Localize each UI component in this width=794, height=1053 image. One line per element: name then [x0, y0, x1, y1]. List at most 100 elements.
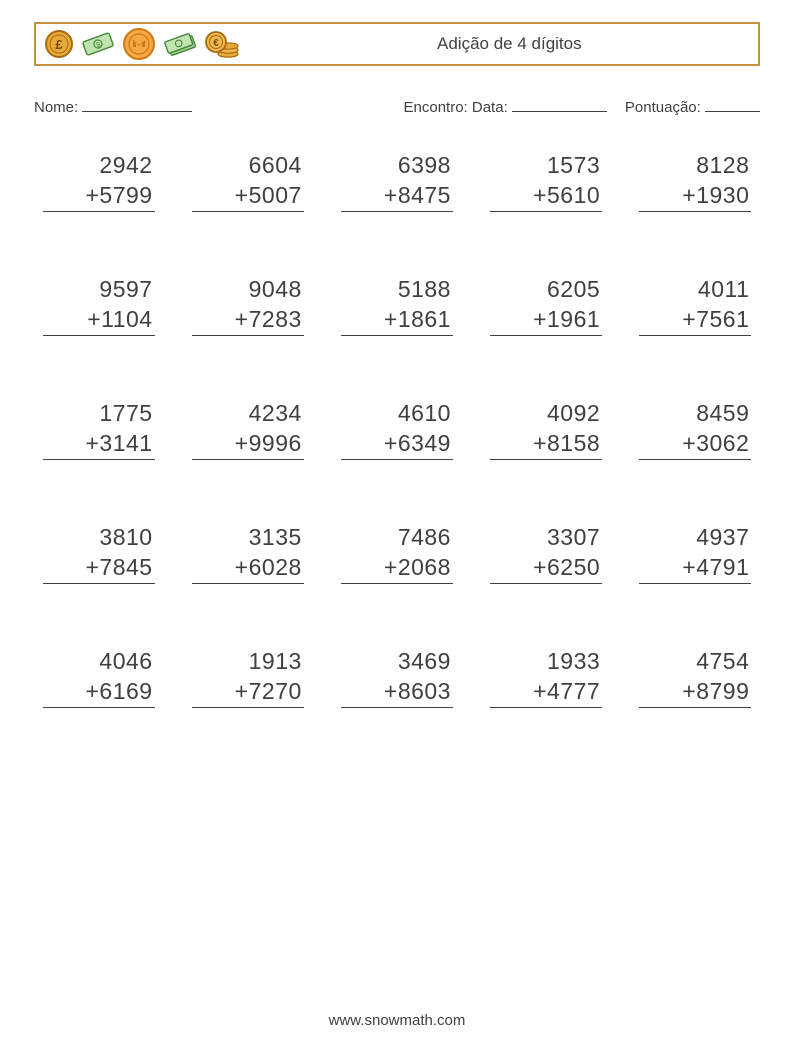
addend-bottom-row: +7845 — [43, 554, 155, 584]
addend-bottom-row: +5799 — [43, 182, 155, 212]
problem: 6205+1961 — [490, 276, 602, 336]
info-row: Nome: Encontro: Data: Pontuação: — [34, 96, 760, 116]
problem: 1933+4777 — [490, 648, 602, 708]
addend-top: 3469 — [398, 648, 453, 675]
operator-plus: + — [235, 554, 249, 581]
addend-bottom: 5610 — [547, 182, 600, 209]
operator-plus: + — [85, 678, 99, 705]
name-label: Nome: — [34, 99, 78, 116]
addend-bottom-row: +1861 — [341, 306, 453, 336]
operator-plus: + — [533, 182, 547, 209]
addend-top: 4011 — [698, 276, 751, 303]
operator-plus: + — [235, 306, 249, 333]
bill-stack-icon — [162, 29, 198, 59]
coin-euro-stack-icon: € — [204, 28, 240, 60]
addend-bottom: 8799 — [696, 678, 749, 705]
addend-bottom: 7270 — [249, 678, 302, 705]
addend-top: 1933 — [547, 648, 602, 675]
addend-bottom: 6250 — [547, 554, 600, 581]
addend-bottom-row: +7283 — [192, 306, 304, 336]
problem: 4754+8799 — [639, 648, 751, 708]
addend-bottom: 3062 — [696, 430, 749, 457]
problem: 3307+6250 — [490, 524, 602, 584]
problem: 8459+3062 — [639, 400, 751, 460]
addend-top: 1775 — [99, 400, 154, 427]
problem: 6604 +5007 — [192, 152, 304, 212]
operator-plus: + — [384, 182, 398, 209]
problem: 3469 +8603 — [341, 648, 453, 708]
addend-top: 4046 — [99, 648, 154, 675]
addend-bottom-row: +8799 — [639, 678, 751, 708]
problem: 6398 +8475 — [341, 152, 453, 212]
addend-top: 4092 — [547, 400, 602, 427]
addend-bottom-row: +1930 — [639, 182, 751, 212]
bill-dollar-icon: $ — [80, 29, 116, 59]
coin-monero-icon — [122, 27, 156, 61]
operator-plus: + — [384, 554, 398, 581]
addend-bottom-row: +3062 — [639, 430, 751, 460]
operator-plus: + — [682, 306, 696, 333]
addend-bottom-row: +6250 — [490, 554, 602, 584]
addend-bottom: 8158 — [547, 430, 600, 457]
header-icons: £ $ — [44, 27, 240, 61]
addend-bottom: 1930 — [696, 182, 749, 209]
addend-bottom-row: +5007 — [192, 182, 304, 212]
addend-bottom-row: +6169 — [43, 678, 155, 708]
problem: 5188 +1861 — [341, 276, 453, 336]
addend-top: 6398 — [398, 152, 453, 179]
addend-bottom: 6349 — [398, 430, 451, 457]
header-box: £ $ — [34, 22, 760, 66]
addend-bottom-row: +9996 — [192, 430, 304, 460]
addend-bottom-row: +4791 — [639, 554, 751, 584]
addend-bottom-row: +4777 — [490, 678, 602, 708]
addend-top: 1573 — [547, 152, 602, 179]
svg-text:€: € — [213, 38, 219, 49]
operator-plus: + — [682, 430, 696, 457]
addend-top: 6604 — [249, 152, 304, 179]
score-field: Pontuação: — [625, 96, 760, 116]
date-field: Encontro: Data: — [404, 96, 607, 116]
addend-top: 4754 — [696, 648, 751, 675]
operator-plus: + — [533, 678, 547, 705]
addend-bottom-row: +7270 — [192, 678, 304, 708]
addend-bottom: 5007 — [249, 182, 302, 209]
addend-bottom-row: +8158 — [490, 430, 602, 460]
operator-plus: + — [85, 182, 99, 209]
problem: 4046 +6169 — [43, 648, 155, 708]
score-blank[interactable] — [705, 96, 760, 112]
addend-bottom-row: +7561 — [639, 306, 751, 336]
operator-plus: + — [682, 554, 696, 581]
addend-bottom-row: +8475 — [341, 182, 453, 212]
addend-bottom: 5799 — [99, 182, 152, 209]
addend-top: 2942 — [99, 152, 154, 179]
addend-bottom-row: +6349 — [341, 430, 453, 460]
problem: 1775+3141 — [43, 400, 155, 460]
problem: 3135+6028 — [192, 524, 304, 584]
addend-top: 6205 — [547, 276, 602, 303]
addend-bottom: 7561 — [696, 306, 749, 333]
problem: 4011+7561 — [639, 276, 751, 336]
date-blank[interactable] — [512, 96, 607, 112]
problem: 4092 +8158 — [490, 400, 602, 460]
problem: 1573+5610 — [490, 152, 602, 212]
addend-top: 5188 — [398, 276, 453, 303]
problems-grid: 2942+57996604+50076398+84751573+56108128… — [34, 152, 760, 708]
date-label: Encontro: Data: — [404, 99, 508, 116]
operator-plus: + — [682, 678, 696, 705]
footer-url: www.snowmath.com — [0, 1012, 794, 1029]
addend-bottom: 1104 — [101, 306, 152, 333]
addend-bottom-row: +8603 — [341, 678, 453, 708]
operator-plus: + — [533, 554, 547, 581]
addend-top: 8459 — [696, 400, 751, 427]
addend-bottom-row: +5610 — [490, 182, 602, 212]
addend-top: 4234 — [249, 400, 304, 427]
operator-plus: + — [533, 306, 547, 333]
problem: 9048+7283 — [192, 276, 304, 336]
name-blank[interactable] — [82, 96, 192, 112]
problem: 1913+7270 — [192, 648, 304, 708]
worksheet-title: Adição de 4 dígitos — [437, 34, 582, 54]
addend-bottom: 4777 — [547, 678, 600, 705]
addend-top: 4937 — [696, 524, 751, 551]
problem: 2942+5799 — [43, 152, 155, 212]
problem: 8128+1930 — [639, 152, 751, 212]
